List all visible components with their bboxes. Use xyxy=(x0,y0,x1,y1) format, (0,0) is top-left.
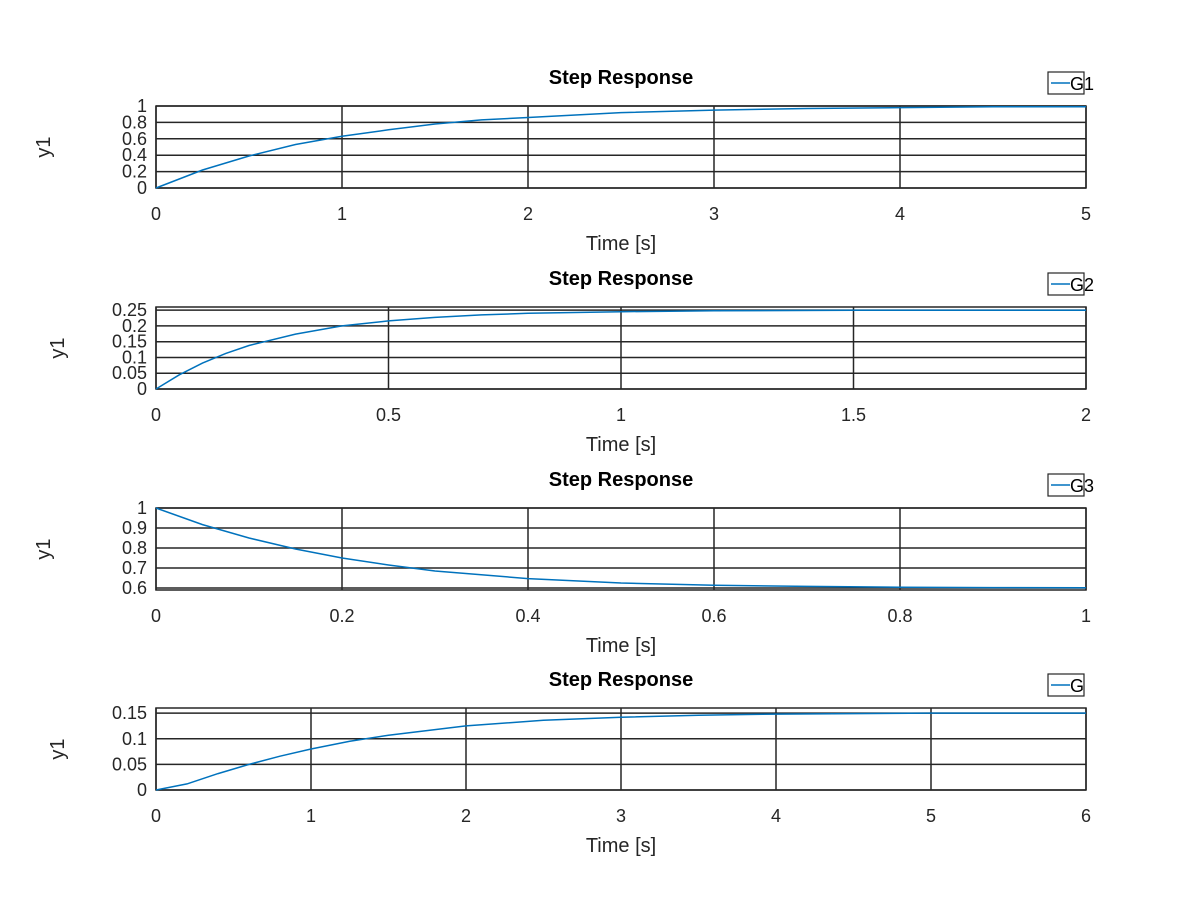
chart-title: Step Response xyxy=(549,268,693,290)
x-tick-label: 0.8 xyxy=(887,606,912,626)
x-tick-label: 0.4 xyxy=(515,606,540,626)
series-line-G1 xyxy=(155,106,1086,189)
x-tick-label: 2 xyxy=(523,204,533,224)
x-tick-label: 3 xyxy=(616,806,626,826)
x-tick-label: 1 xyxy=(616,405,626,425)
x-tick-label: 1 xyxy=(1081,606,1091,626)
legend-label: G3 xyxy=(1070,476,1094,496)
x-tick-label: 0 xyxy=(151,204,161,224)
y-tick-label: 0 xyxy=(137,780,147,800)
y-tick-label: 0.8 xyxy=(122,538,147,558)
axes-box xyxy=(155,707,1087,791)
x-tick-label: 5 xyxy=(1081,204,1091,224)
y-tick-label: 1 xyxy=(137,96,147,116)
x-tick-label: 4 xyxy=(771,806,781,826)
x-axis-label: Time [s] xyxy=(586,434,656,456)
x-tick-label: 2 xyxy=(461,806,471,826)
y-tick-label: 0.6 xyxy=(122,578,147,598)
x-tick-label: 1 xyxy=(337,204,347,224)
y-tick-label: 0.15 xyxy=(112,332,147,352)
x-axis-label: Time [s] xyxy=(586,635,656,657)
plot-area xyxy=(156,106,1086,188)
series-line-G2 xyxy=(155,309,1086,390)
x-tick-label: 0 xyxy=(151,405,161,425)
y-tick-label: 0.1 xyxy=(122,347,147,367)
series-line-G3 xyxy=(155,507,1087,589)
chart-title: Step Response xyxy=(549,469,693,491)
legend: G xyxy=(1047,673,1085,697)
legend-label: G xyxy=(1070,676,1084,696)
y-axis-label: y1 xyxy=(33,136,55,157)
x-axis-label: Time [s] xyxy=(586,233,656,255)
x-tick-label: 0.5 xyxy=(376,405,401,425)
x-tick-label: 0.2 xyxy=(329,606,354,626)
y-tick-label: 0.6 xyxy=(122,129,147,149)
x-tick-label: 6 xyxy=(1081,806,1091,826)
y-tick-label: 0.05 xyxy=(112,754,147,774)
axes-box xyxy=(155,105,1087,189)
x-tick-label: 2 xyxy=(1081,405,1091,425)
y-axis-label: y1 xyxy=(33,538,55,559)
y-tick-label: 1 xyxy=(137,498,147,518)
x-tick-label: 1.5 xyxy=(841,405,866,425)
y-tick-label: 0.4 xyxy=(122,145,147,165)
x-axis-label: Time [s] xyxy=(586,835,656,857)
y-tick-label: 0.8 xyxy=(122,112,147,132)
legend: G2 xyxy=(1047,272,1094,296)
y-tick-label: 0.05 xyxy=(112,363,147,383)
legend: G1 xyxy=(1047,71,1094,95)
y-tick-label: 0.1 xyxy=(122,729,147,749)
axes-box xyxy=(155,507,1087,591)
x-tick-label: 0 xyxy=(151,606,161,626)
legend: G3 xyxy=(1047,473,1094,497)
axes-box xyxy=(155,306,1087,390)
y-tick-label: 0.2 xyxy=(122,162,147,182)
x-tick-label: 0 xyxy=(151,806,161,826)
chart-title: Step Response xyxy=(549,67,693,89)
series-line-G xyxy=(155,712,1086,791)
x-tick-label: 3 xyxy=(709,204,719,224)
x-tick-label: 1 xyxy=(306,806,316,826)
plot-area xyxy=(156,508,1086,590)
y-tick-label: 0.2 xyxy=(122,316,147,336)
y-axis-label: y1 xyxy=(47,337,69,358)
y-axis-label: y1 xyxy=(47,738,69,759)
y-tick-label: 0.9 xyxy=(122,518,147,538)
chart-title: Step Response xyxy=(549,669,693,691)
y-tick-label: 0.15 xyxy=(112,703,147,723)
y-tick-label: 0.7 xyxy=(122,558,147,578)
y-tick-label: 0 xyxy=(137,379,147,399)
legend-label: G1 xyxy=(1070,74,1094,94)
x-tick-label: 5 xyxy=(926,806,936,826)
subplot-4: 0 1 2 3 4 5 6 0 0.05 0.1 0.15 Step Response Time [s]… xyxy=(47,669,1091,857)
legend-label: G2 xyxy=(1070,275,1094,295)
y-tick-label: 0.25 xyxy=(112,300,147,320)
x-tick-label: 4 xyxy=(895,204,905,224)
y-tick-label: 0 xyxy=(137,178,147,198)
x-tick-label: 0.6 xyxy=(701,606,726,626)
